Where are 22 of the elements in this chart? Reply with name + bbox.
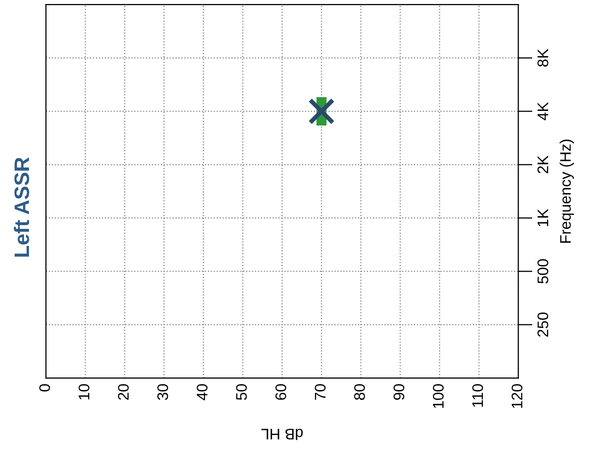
x-axis-title: dB HL xyxy=(261,428,303,440)
y-tick-label: 2K xyxy=(537,155,548,174)
x-tick-label: 50 xyxy=(236,384,247,400)
x-tick-label: 120 xyxy=(512,384,522,408)
text: Left ASSR xyxy=(14,157,30,257)
x-tick-label: 80 xyxy=(354,384,365,400)
y-tick-label: 250 xyxy=(537,312,548,337)
y-tick-label: 1K xyxy=(538,208,548,226)
x-tick-label: 100 xyxy=(432,384,444,408)
x-tick-label: 70 xyxy=(314,384,326,400)
x-tick-label: 40 xyxy=(196,384,208,400)
x-tick-label: 20 xyxy=(118,384,129,400)
x-tick-label: 60 xyxy=(275,384,286,400)
x-tick-label: 30 xyxy=(157,384,168,400)
x-tick-label: 10 xyxy=(78,384,90,400)
y-tick-label: 4K xyxy=(538,102,548,120)
x-tick-label: 90 xyxy=(394,384,404,400)
y-tick-label: 500 xyxy=(537,259,548,284)
x-tick-label: 0 xyxy=(39,384,50,392)
y-tick-label: 8K xyxy=(537,48,548,67)
x-tick-label: 110 xyxy=(472,384,484,407)
y-axis-title: Frequency (Hz) xyxy=(560,140,574,243)
